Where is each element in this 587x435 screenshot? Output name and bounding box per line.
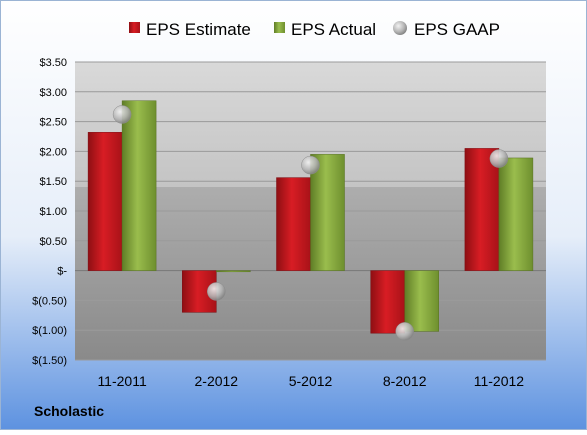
point-eps-gaap	[207, 282, 226, 301]
legend-swatch-gaap	[393, 21, 407, 35]
x-tick-label: 11-2012	[474, 373, 525, 389]
y-tick-label: $(0.50)	[32, 295, 67, 307]
legend-swatch-estimate	[129, 22, 140, 33]
y-axis-ticks: $3.50 $3.00 $2.50 $2.00 $1.50 $1.00 $0.50 $- $(0…	[32, 57, 67, 367]
y-tick-label: $1.00	[39, 206, 67, 218]
point-eps-gaap	[489, 149, 509, 168]
point-eps-gaap	[395, 322, 414, 341]
point-eps-gaap	[301, 155, 320, 175]
y-tick-label: $3.50	[39, 57, 67, 69]
bar-eps-estimate	[464, 148, 500, 271]
legend-swatch-actual	[274, 22, 285, 33]
x-axis-ticks: 11-2011 2-2012 5-2012 8-2012 11-2012	[97, 373, 524, 389]
bar-eps-actual	[310, 154, 345, 271]
y-tick-label: $(1.00)	[32, 325, 67, 337]
bar-eps-estimate	[370, 270, 405, 334]
x-tick-label: 2-2012	[195, 373, 239, 389]
legend-label-estimate: EPS Estimate	[146, 20, 251, 39]
gaap-points	[112, 105, 509, 341]
y-tick-label: $2.50	[39, 117, 67, 129]
x-tick-label: 8-2012	[383, 373, 427, 389]
y-tick-label: $(1.50)	[32, 355, 67, 367]
bars	[87, 100, 534, 334]
y-tick-label: $0.50	[39, 236, 67, 248]
y-tick-label: $-	[57, 266, 67, 278]
bar-eps-estimate	[276, 177, 311, 271]
legend-label-actual: EPS Actual	[291, 20, 376, 39]
bar-eps-actual	[216, 270, 251, 273]
bar-eps-actual	[498, 157, 534, 271]
bar-eps-estimate	[87, 132, 123, 271]
y-tick-label: $1.50	[39, 176, 67, 188]
legend: EPS Estimate EPS Actual EPS GAAP	[129, 20, 500, 39]
legend-label-gaap: EPS GAAP	[414, 20, 500, 39]
x-tick-label: 5-2012	[289, 373, 333, 389]
y-tick-label: $2.00	[39, 146, 67, 158]
y-tick-label: $3.00	[39, 87, 67, 99]
bar-eps-actual	[404, 270, 439, 332]
point-eps-gaap	[112, 105, 132, 124]
x-tick-label: 11-2011	[97, 373, 147, 389]
bar-eps-actual	[121, 100, 157, 271]
company-label: Scholastic	[34, 403, 104, 419]
